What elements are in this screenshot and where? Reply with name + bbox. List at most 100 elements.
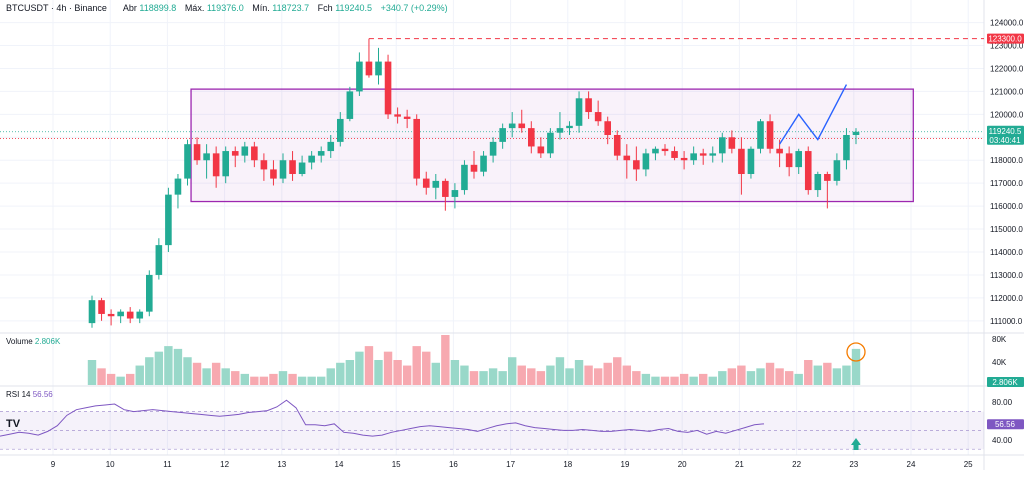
candle <box>470 151 478 179</box>
candle <box>738 137 745 195</box>
candle-body <box>690 153 697 161</box>
symbol-label[interactable]: BTCUSDT · 4h · Binance <box>6 3 107 13</box>
resistance-badge: 123300.0 <box>987 33 1024 44</box>
volume-bar <box>765 362 775 385</box>
volume-bar <box>154 351 164 385</box>
volume-bar <box>336 362 345 385</box>
candle-body <box>508 123 516 129</box>
volume-badge: 2.806K <box>987 377 1024 387</box>
rsi-badge-bg <box>987 419 1024 430</box>
current-price-badge-bg <box>987 125 1024 145</box>
candle-body <box>432 180 440 188</box>
candle-body <box>193 144 201 161</box>
candle <box>231 146 239 168</box>
candle-body <box>738 148 745 174</box>
candle-body <box>776 148 783 154</box>
candle-body <box>604 121 611 135</box>
candle-body <box>289 160 296 174</box>
candle <box>795 148 802 174</box>
candle-body <box>766 121 774 149</box>
rsi-pane <box>0 399 984 450</box>
candle-body <box>146 274 153 312</box>
volume-bar <box>613 357 622 385</box>
volume-legend[interactable]: Volume 2.806K <box>6 337 60 346</box>
time-axis-tick: 11 <box>163 460 172 469</box>
candle <box>346 86 354 122</box>
volume-axis-tick: 80K <box>992 335 1007 344</box>
time-axis-tick: 14 <box>335 460 344 469</box>
volume-bar <box>87 360 97 385</box>
candle-body <box>680 157 688 161</box>
volume-bar <box>183 357 192 385</box>
candle-body <box>231 151 239 156</box>
rsi-badge-text: 56.56 <box>995 420 1016 429</box>
candle-body <box>375 61 382 76</box>
candle-body <box>499 128 506 142</box>
candle <box>518 109 526 133</box>
candle <box>499 123 506 149</box>
candle-body <box>365 61 373 76</box>
candle <box>785 146 793 177</box>
volume-bar <box>441 335 450 385</box>
candle <box>652 146 659 161</box>
candle <box>613 130 621 161</box>
volume-bar <box>746 371 756 385</box>
rsi-axis-tick: 40.00 <box>992 436 1013 445</box>
volume-bar <box>479 371 488 385</box>
time-axis-tick: 18 <box>563 460 572 469</box>
candle <box>661 144 669 156</box>
time-axis-tick: 24 <box>907 460 916 469</box>
volume-bar <box>622 365 631 385</box>
volume-bar <box>374 360 383 385</box>
volume-bar <box>756 368 765 385</box>
candle <box>843 128 850 170</box>
up-arrow-shaft <box>853 445 859 450</box>
price-axis-tick: 124000.0 <box>990 19 1024 28</box>
candle <box>88 295 96 328</box>
current-price-line <box>0 131 984 139</box>
low-label: Mín. <box>252 3 270 13</box>
candle <box>98 297 105 321</box>
candle-body <box>613 135 621 156</box>
volume-bar <box>307 376 316 385</box>
price-axis-tick: 114000.0 <box>990 248 1023 257</box>
time-axis-tick: 21 <box>735 460 744 469</box>
candle <box>203 144 210 179</box>
candle <box>547 128 554 158</box>
candle-body <box>852 131 860 135</box>
open-label: Abr <box>122 3 137 13</box>
volume-bar <box>555 357 565 385</box>
volume-bar <box>565 368 574 385</box>
volume-bar <box>794 373 803 385</box>
volume-bar <box>593 368 603 385</box>
candle-body <box>241 146 249 156</box>
volume-bar <box>288 373 297 385</box>
candle-body <box>165 194 172 246</box>
candle <box>155 238 163 280</box>
candle-body <box>461 164 468 191</box>
projection-path[interactable] <box>779 84 848 145</box>
candle <box>747 146 755 179</box>
candle <box>146 270 153 317</box>
candle-body <box>785 153 793 168</box>
volume-bar <box>393 360 402 385</box>
volume-bar <box>536 371 546 385</box>
candle <box>308 151 315 170</box>
candle <box>327 135 335 158</box>
time-axis-tick: 15 <box>392 460 401 469</box>
volume-bar <box>221 368 230 385</box>
volume-bar <box>240 373 249 385</box>
volume-bar <box>842 365 851 385</box>
volume-bar <box>851 348 861 385</box>
candle-body <box>251 146 258 161</box>
price-axis-tick: 116000.0 <box>990 202 1023 211</box>
volume-label: Volume <box>6 337 33 346</box>
candle <box>480 151 487 177</box>
rsi-legend[interactable]: RSI 14 56.56 <box>6 390 53 399</box>
volume-bar <box>135 365 144 385</box>
time-axis-tick: 17 <box>506 460 515 469</box>
candle-body <box>747 148 755 174</box>
time-axis-tick: 23 <box>849 460 858 469</box>
candle-body <box>270 169 277 179</box>
